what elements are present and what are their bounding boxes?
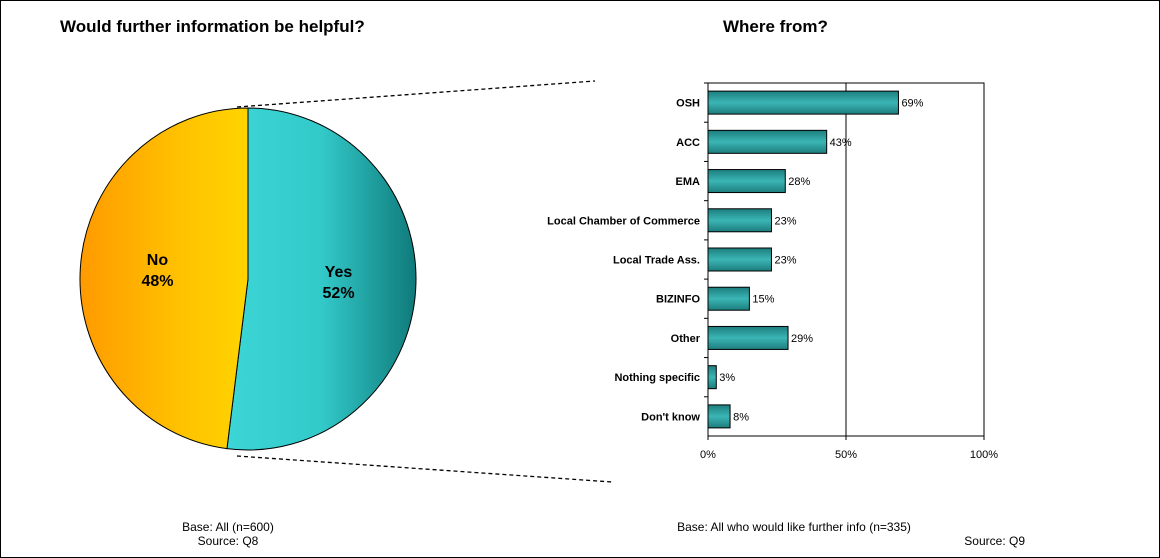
pie-value-yes: 52%: [323, 285, 355, 302]
bar: [707, 247, 772, 272]
bar-category-label: Nothing specific: [614, 372, 700, 384]
bar-footnote: Base: All who would like further info (n…: [563, 520, 1025, 548]
bar: [707, 169, 786, 194]
bar-value-label: 8%: [733, 411, 749, 423]
bar: [707, 286, 750, 311]
pie-value-no: 48%: [141, 273, 173, 290]
bar-x-tick-label: 100%: [970, 449, 998, 461]
bar-value-label: 43%: [830, 137, 852, 149]
bar-category-label: EMA: [676, 176, 701, 188]
bar-value-label: 23%: [774, 215, 796, 227]
connector-line-bottom: [236, 455, 613, 483]
bar-value-label: 3%: [719, 372, 735, 384]
pie-label-yes: Yes: [325, 264, 353, 281]
pie-slice-no: [79, 107, 249, 450]
pie-base-note: Base: All (n=600): [182, 520, 274, 534]
bar-category-label: Local Chamber of Commerce: [547, 215, 700, 227]
bar-x-tick-label: 0%: [700, 449, 716, 461]
bar-value-label: 69%: [901, 98, 923, 110]
bar-category-label: Other: [671, 333, 701, 345]
bar-category-label: Local Trade Ass.: [613, 255, 700, 267]
pie-chart: Yes 52% No 48%: [79, 80, 613, 483]
bar-category-label: Don't know: [641, 411, 700, 423]
bar: [707, 365, 717, 390]
pie-slice-yes: [226, 107, 417, 451]
bar-value-label: 23%: [774, 255, 796, 267]
bar-base-note: Base: All who would like further info (n…: [677, 520, 911, 534]
pie-chart-title: Would further information be helpful?: [60, 17, 365, 36]
bar: [707, 129, 828, 154]
bar-category-label: BIZINFO: [656, 294, 700, 306]
bar: [707, 404, 731, 429]
bar-category-label: ACC: [676, 137, 700, 149]
bar: [707, 208, 772, 233]
pie-footnote: Base: All (n=600) Source: Q8: [93, 520, 363, 548]
bar-value-label: 29%: [791, 333, 813, 345]
bar: [707, 325, 789, 350]
bar-chart-title: Where from?: [723, 17, 828, 36]
bar-chart: 0% 50% 100% OSH 69% ACC 43% EMA 28% Local Chamber…: [547, 82, 998, 461]
bar-x-tick-label: 50%: [835, 449, 857, 461]
bar-source-note: Source: Q9: [964, 534, 1025, 548]
pie-source-note: Source: Q8: [197, 534, 259, 548]
bar-category-label: OSH: [676, 98, 700, 110]
connector-line-top: [236, 80, 596, 108]
pie-label-no: No: [147, 252, 169, 269]
bar-value-label: 15%: [752, 294, 774, 306]
bar: [707, 90, 899, 115]
bar-value-label: 28%: [788, 176, 810, 188]
